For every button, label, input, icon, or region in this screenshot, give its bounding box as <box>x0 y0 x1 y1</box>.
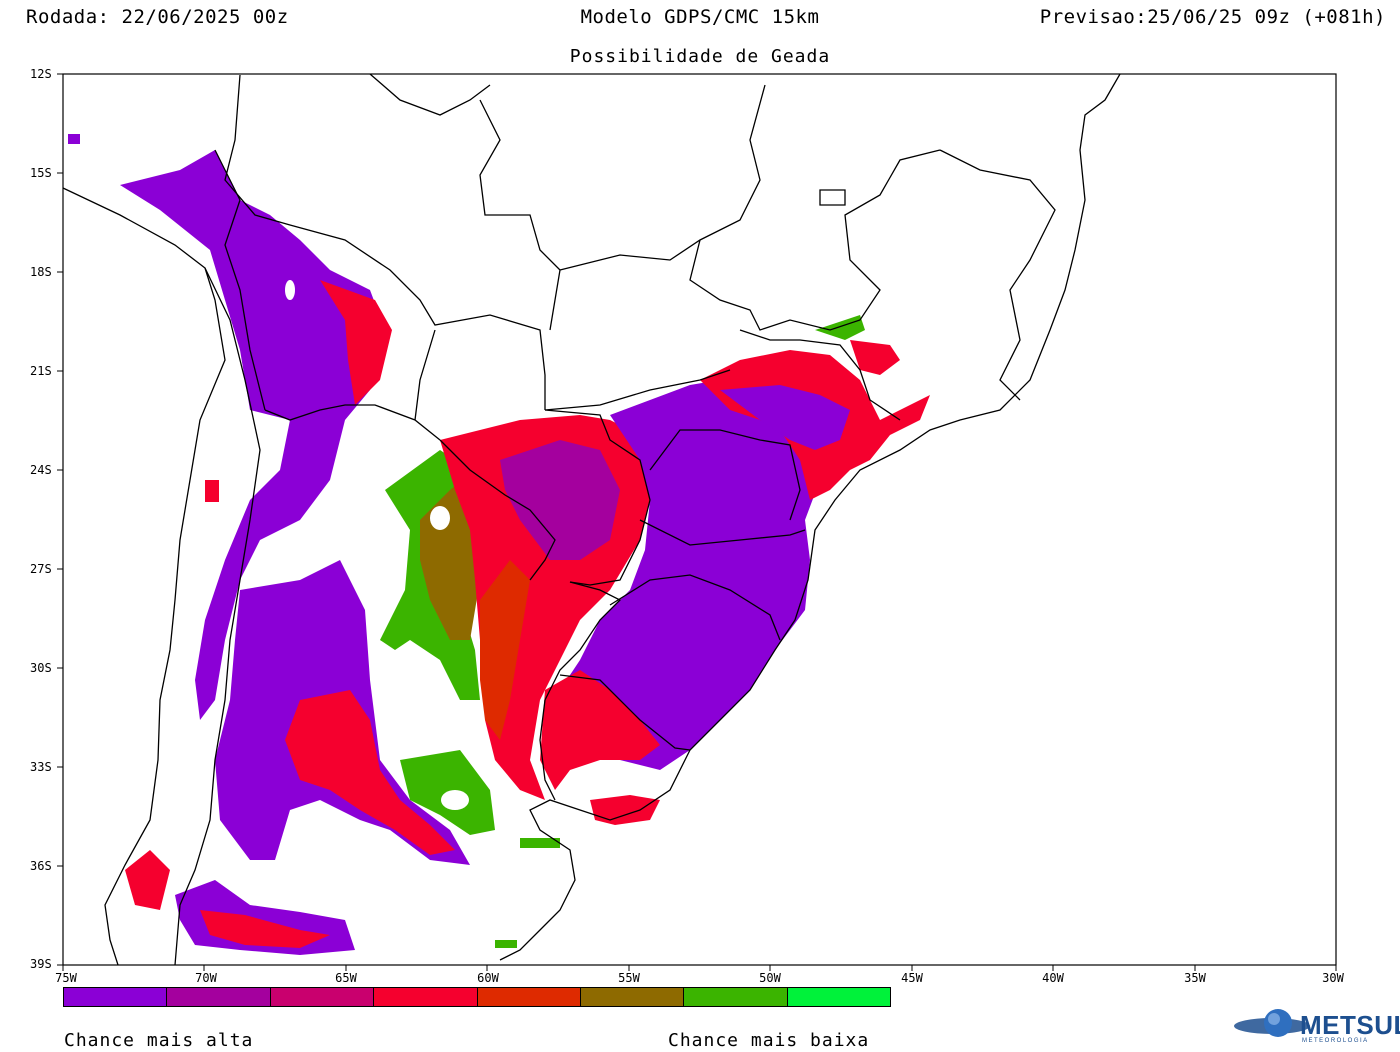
frost-area-minas-red <box>850 340 900 375</box>
frost-area-minas-green <box>815 315 865 340</box>
lon-label: 45W <box>901 971 923 985</box>
border-paraguay-argentina <box>439 439 556 581</box>
border-upper-states <box>369 74 491 116</box>
frost-area-southeast-purple <box>720 385 850 450</box>
lat-label: 39S <box>30 957 52 971</box>
frost-area-chile-south <box>125 850 170 910</box>
border-argentina-brazil <box>544 581 622 701</box>
run-time-label: Rodada: 22/06/2025 00z <box>26 6 289 28</box>
frost-patch <box>495 940 517 948</box>
lon-label: 40W <box>1042 971 1064 985</box>
legend-swatch <box>64 988 168 1006</box>
frost-area-andes <box>120 150 385 720</box>
border-brazil-states-8 <box>609 574 781 641</box>
legend-label-high: Chance mais alta <box>64 1030 254 1051</box>
border-brazil-uruguay <box>559 674 691 751</box>
boundaries <box>63 74 1121 965</box>
legend-swatch <box>270 988 375 1006</box>
model-title: Modelo GDPS/CMC 15km <box>580 6 820 28</box>
border-brazil-states-1 <box>479 99 561 331</box>
legend-swatch <box>477 988 581 1006</box>
frost-patch <box>205 480 219 502</box>
lat-label: 12S <box>30 67 52 81</box>
color-legend <box>63 987 891 1007</box>
border-brazil-states-3 <box>689 149 941 331</box>
coastline-atlantic <box>499 74 1121 961</box>
forecast-valid-label: Previsao:25/06/25 09z (+081h) <box>1039 6 1386 28</box>
frost-area-uruguay-south-red <box>590 795 660 825</box>
logo-subtext: METEOROLOGIA <box>1302 1038 1369 1044</box>
legend-swatch <box>787 988 890 1006</box>
border-paraguay-brazil <box>544 409 651 586</box>
frost-area-uruguay-red <box>540 670 660 790</box>
frost-field <box>68 134 930 955</box>
lon-label: 30W <box>1322 971 1344 985</box>
border-argentina-uruguay <box>539 699 556 801</box>
coastline-pacific <box>63 187 226 965</box>
border-chile-argentina <box>174 267 261 965</box>
border-mato-grosso-sul <box>544 369 731 411</box>
lon-label: 35W <box>1184 971 1206 985</box>
frost-area-cuyo-red <box>285 690 455 855</box>
lon-label: 65W <box>335 971 357 985</box>
frost-area-andes-red-edge <box>320 280 392 405</box>
lon-label: 60W <box>477 971 499 985</box>
lon-label: 75W <box>55 971 77 985</box>
lat-label: 30S <box>30 661 52 675</box>
lat-label: 24S <box>30 463 52 477</box>
frost-hole <box>430 506 450 530</box>
lat-label: 18S <box>30 265 52 279</box>
legend-label-low: Chance mais baixa <box>668 1030 870 1051</box>
axis-ticks <box>57 73 1337 971</box>
legend-swatch <box>167 988 271 1006</box>
legend-swatch <box>580 988 685 1006</box>
frost-patch <box>520 838 560 848</box>
metsul-logo <box>1234 1009 1310 1037</box>
lat-label: 33S <box>30 760 52 774</box>
border-bolivia-south <box>414 329 436 421</box>
border-brazil-states-5 <box>739 329 901 421</box>
frost-area-corrientes-orange <box>480 560 530 740</box>
frost-area-patagonia-red <box>200 910 330 948</box>
frost-patch <box>68 134 80 144</box>
legend-swatch <box>684 988 788 1006</box>
lat-label: 21S <box>30 364 52 378</box>
legend-swatch <box>374 988 478 1006</box>
frost-hole <box>285 280 295 300</box>
map-frame <box>62 73 1337 966</box>
lon-label: 55W <box>618 971 640 985</box>
frost-area-paraguay-purple <box>500 440 620 560</box>
frost-hole <box>441 790 469 810</box>
border-bolivia-brazil <box>224 74 546 410</box>
border-brazil-states-6 <box>649 429 801 521</box>
lon-label: 50W <box>759 971 781 985</box>
border-brazil-states-4 <box>939 149 1056 401</box>
lon-label: 70W <box>195 971 217 985</box>
lat-label: 27S <box>30 562 52 576</box>
lat-label: 15S <box>30 166 52 180</box>
map-subtitle: Possibilidade de Geada <box>569 46 831 67</box>
border-goias-df <box>819 189 846 206</box>
border-brazil-states-7 <box>639 519 806 546</box>
lat-label: 36S <box>30 859 52 873</box>
logo-wordmark: METSUL <box>1300 1010 1400 1040</box>
border-brazil-states-2 <box>559 84 766 271</box>
